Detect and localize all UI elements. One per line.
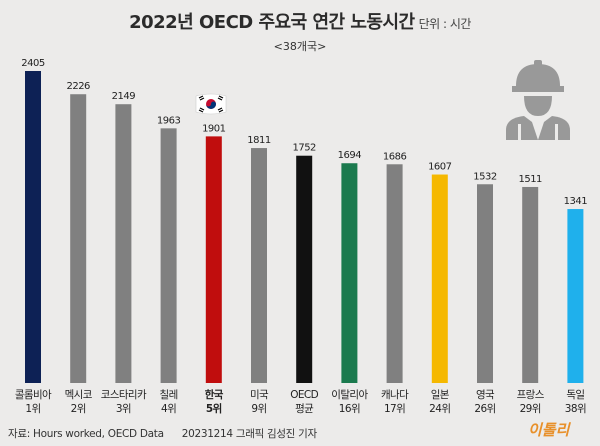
category-label: 한국 [205, 388, 224, 401]
value-label: 2226 [66, 81, 90, 92]
value-label: 1901 [202, 123, 226, 134]
value-label: 1686 [383, 151, 407, 162]
rank-label: 4위 [161, 402, 176, 415]
category-label: 칠레 [160, 389, 178, 401]
rank-label: 3위 [116, 402, 131, 415]
bar-미국 [251, 148, 267, 383]
footer: 자료: Hours worked, OECD Data 20231214 그래픽 … [8, 426, 317, 441]
value-label: 1341 [564, 196, 588, 207]
rank-label: 9위 [251, 402, 266, 415]
worker-icon [506, 60, 570, 140]
bar-독일 [567, 209, 584, 383]
title-text: 2022년 OECD 주요국 연간 노동시간 [129, 12, 415, 33]
rank-label: 16위 [339, 402, 360, 415]
bar-칠레 [160, 128, 177, 383]
value-label: 1963 [157, 115, 181, 126]
category-label: 미국 [250, 389, 269, 401]
value-label: 1752 [292, 143, 316, 154]
category-label: 멕시코 [65, 389, 93, 401]
rank-label: 17위 [384, 402, 405, 415]
rank-label: 38위 [565, 402, 586, 415]
rank-label: 29위 [520, 402, 541, 415]
category-label: 프랑스 [517, 389, 545, 401]
korea-flag-icon [195, 93, 227, 115]
category-label: 콜롬비아 [15, 389, 52, 401]
brand-logo: 이톨리 [528, 421, 570, 439]
category-label: 이탈리아 [331, 388, 368, 401]
value-label: 1511 [518, 174, 542, 185]
bar-프랑스 [522, 186, 539, 383]
rank-label: 평균 [295, 403, 314, 415]
rank-label: 5위 [206, 402, 222, 415]
value-label: 1811 [247, 135, 271, 146]
bar-OECD [296, 155, 313, 383]
rank-label: 1위 [25, 402, 40, 415]
chart-subtitle: <38개국> [273, 40, 327, 53]
bar-캐나다 [386, 164, 403, 383]
unit-label: 단위 : 시간 [418, 17, 472, 31]
rank-label: 24위 [429, 402, 450, 415]
value-label: 2149 [112, 91, 136, 102]
bar-영국 [477, 184, 493, 383]
source-text: 자료: Hours worked, OECD Data [8, 428, 164, 440]
category-label: OECD [290, 389, 318, 401]
credit-text: 20231214 그래픽 김성진 기자 [181, 428, 317, 440]
bar-이탈리아 [341, 163, 358, 383]
rank-label: 26위 [474, 402, 495, 415]
category-label: 캐나다 [381, 389, 409, 401]
category-label: 영국 [476, 389, 495, 401]
rank-label: 2위 [71, 402, 86, 415]
bar-일본 [431, 174, 448, 383]
bar-코스타리카 [115, 104, 132, 383]
category-label: 일본 [431, 388, 450, 401]
bar-한국 [205, 136, 222, 383]
bar-멕시코 [70, 94, 87, 383]
value-label: 2405 [21, 58, 45, 69]
value-label: 1607 [428, 162, 452, 173]
category-label: 코스타리카 [101, 389, 147, 401]
value-label: 1694 [338, 150, 362, 161]
chart-title: 2022년 OECD 주요국 연간 노동시간 단위 : 시간 [0, 8, 600, 34]
category-label: 독일 [566, 388, 584, 401]
value-label: 1532 [473, 171, 497, 182]
bar-콜롬비아 [25, 71, 41, 383]
